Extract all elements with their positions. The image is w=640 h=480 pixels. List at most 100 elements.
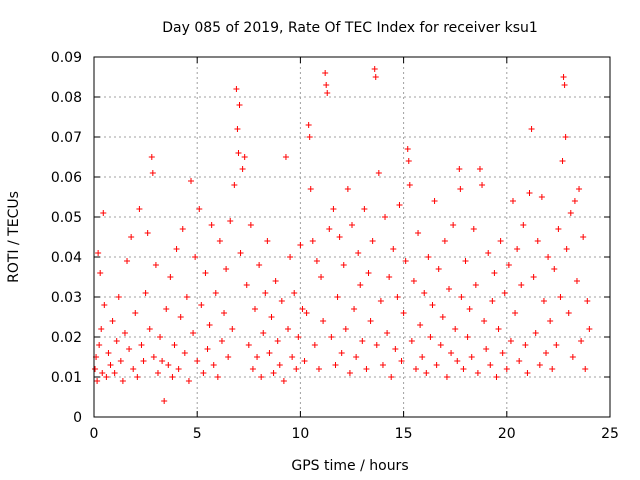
data-point bbox=[132, 310, 139, 316]
data-point bbox=[483, 346, 490, 352]
data-point bbox=[429, 302, 436, 308]
data-point bbox=[452, 326, 459, 332]
y-tick-label: 0.01 bbox=[51, 370, 82, 386]
data-point bbox=[121, 330, 128, 336]
data-point bbox=[318, 274, 325, 280]
data-point bbox=[423, 370, 430, 376]
data-point bbox=[202, 270, 209, 276]
data-point bbox=[406, 182, 413, 188]
data-point bbox=[276, 362, 283, 368]
data-point bbox=[173, 246, 180, 252]
data-point bbox=[264, 238, 271, 244]
data-point bbox=[324, 90, 331, 96]
data-point bbox=[563, 246, 570, 252]
data-point bbox=[256, 262, 263, 268]
data-point bbox=[565, 310, 572, 316]
data-point bbox=[373, 342, 380, 348]
x-tick-label: 20 bbox=[498, 426, 516, 442]
data-point bbox=[390, 246, 397, 252]
y-tick-label: 0.07 bbox=[51, 130, 82, 146]
data-point bbox=[394, 294, 401, 300]
data-point bbox=[528, 126, 535, 132]
data-point bbox=[580, 234, 587, 240]
data-point bbox=[163, 306, 170, 312]
data-point bbox=[254, 354, 261, 360]
y-tick-label: 0.09 bbox=[51, 50, 82, 66]
data-point bbox=[439, 314, 446, 320]
data-point bbox=[536, 362, 543, 368]
data-point bbox=[340, 262, 347, 268]
data-point bbox=[289, 354, 296, 360]
data-point bbox=[128, 234, 135, 240]
data-point bbox=[171, 342, 178, 348]
data-point bbox=[183, 294, 190, 300]
data-point bbox=[306, 134, 313, 140]
data-point bbox=[375, 170, 382, 176]
data-point bbox=[196, 206, 203, 212]
data-point bbox=[243, 282, 250, 288]
data-point bbox=[421, 290, 428, 296]
data-point bbox=[518, 282, 525, 288]
data-point bbox=[351, 306, 358, 312]
data-point bbox=[94, 378, 101, 384]
data-point bbox=[481, 318, 488, 324]
data-point bbox=[369, 238, 376, 244]
data-points bbox=[92, 66, 593, 404]
x-tick-label: 0 bbox=[90, 426, 99, 442]
data-point bbox=[223, 266, 230, 272]
data-point bbox=[169, 374, 176, 380]
y-tick-label: 0.08 bbox=[51, 90, 82, 106]
data-point bbox=[562, 134, 569, 140]
x-tick-label: 25 bbox=[601, 426, 619, 442]
data-point bbox=[229, 326, 236, 332]
data-point bbox=[157, 334, 164, 340]
data-point bbox=[400, 310, 407, 316]
data-point bbox=[491, 270, 498, 276]
data-point bbox=[101, 302, 108, 308]
data-point bbox=[474, 370, 481, 376]
data-point bbox=[396, 202, 403, 208]
data-point bbox=[441, 238, 448, 244]
data-point bbox=[410, 278, 417, 284]
data-point bbox=[450, 222, 457, 228]
data-point bbox=[470, 226, 477, 232]
data-point bbox=[576, 186, 583, 192]
data-point bbox=[208, 222, 215, 228]
data-point bbox=[274, 338, 281, 344]
data-point bbox=[231, 182, 238, 188]
data-point bbox=[417, 322, 424, 328]
y-tick-label: 0.03 bbox=[51, 290, 82, 306]
data-point bbox=[305, 122, 312, 128]
data-point bbox=[437, 342, 444, 348]
data-point bbox=[551, 266, 558, 272]
data-point bbox=[225, 354, 232, 360]
data-point bbox=[501, 290, 508, 296]
data-point bbox=[489, 298, 496, 304]
data-point bbox=[234, 126, 241, 132]
data-point bbox=[221, 310, 228, 316]
data-point bbox=[301, 358, 308, 364]
data-point bbox=[435, 266, 442, 272]
data-point bbox=[415, 230, 422, 236]
data-point bbox=[499, 350, 506, 356]
data-point bbox=[382, 214, 389, 220]
data-point bbox=[113, 338, 120, 344]
data-point bbox=[377, 298, 384, 304]
data-point bbox=[216, 238, 223, 244]
data-point bbox=[526, 190, 533, 196]
data-point bbox=[204, 346, 211, 352]
data-point bbox=[433, 362, 440, 368]
data-point bbox=[359, 338, 366, 344]
data-point bbox=[227, 218, 234, 224]
data-point bbox=[555, 226, 562, 232]
data-point bbox=[384, 330, 391, 336]
data-point bbox=[545, 254, 552, 260]
data-point bbox=[239, 166, 246, 172]
data-point bbox=[425, 254, 432, 260]
data-point bbox=[236, 102, 243, 108]
data-point bbox=[149, 170, 156, 176]
data-point bbox=[322, 70, 329, 76]
data-point bbox=[152, 262, 159, 268]
data-point bbox=[543, 350, 550, 356]
data-point bbox=[235, 150, 242, 156]
